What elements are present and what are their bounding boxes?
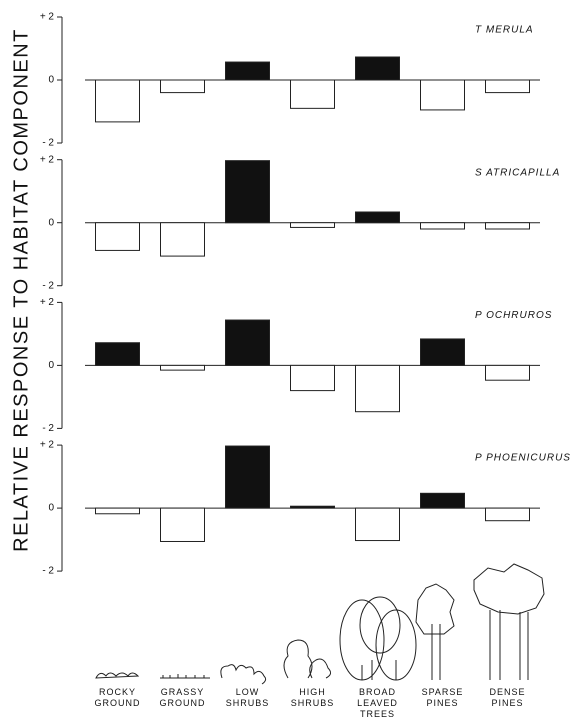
bar: [355, 364, 400, 413]
x-tick-label: BROAD LEAVED TREES: [357, 687, 398, 719]
chart-title: P PHOENICURUS: [475, 453, 571, 464]
y-tick-label: 0: [48, 217, 54, 228]
bar: [485, 507, 530, 522]
bar: [225, 445, 270, 509]
y-tick-label: - 2: [42, 280, 54, 291]
y-tick-label: 0: [48, 503, 54, 514]
y-tick-label: + 2: [40, 12, 55, 23]
bar: [160, 79, 205, 94]
x-tick-label: ROCKY GROUND: [94, 687, 141, 708]
bar: [95, 79, 140, 123]
dense-pines: [473, 563, 545, 680]
bar: [95, 342, 140, 366]
bar: [290, 364, 335, 392]
bar: [420, 79, 465, 111]
y-tick-label: + 2: [40, 297, 55, 308]
bar: [290, 505, 335, 509]
y-tick-label: 0: [48, 360, 54, 371]
bar: [225, 61, 270, 81]
bar: [95, 222, 140, 251]
bar: [290, 79, 335, 109]
x-tick-label: SPARSE PINES: [421, 687, 464, 708]
sparse-pine: [415, 583, 455, 680]
tree-crown: [359, 596, 401, 654]
x-tick-label: GRASSY GROUND: [159, 687, 206, 708]
chart-title: S ATRICAPILLA: [475, 167, 560, 178]
high-shrubs: [283, 639, 332, 679]
y-axis-label: RELATIVE RESPONSE TO HABITAT COMPONENT: [10, 28, 32, 552]
bar: [290, 222, 335, 228]
low-shrubs: [220, 664, 267, 685]
bar: [355, 56, 400, 81]
y-tick-label: + 2: [40, 440, 55, 451]
bar: [420, 492, 465, 509]
x-tick-label: DENSE PINES: [489, 687, 526, 708]
bar: [420, 222, 465, 230]
habitat-illustrations: [95, 563, 545, 685]
bar: [355, 211, 400, 224]
chart-title: T MERULA: [475, 25, 534, 36]
y-tick-label: - 2: [42, 423, 54, 434]
bar: [485, 222, 530, 230]
bar: [420, 338, 465, 366]
y-tick-label: - 2: [42, 566, 54, 577]
y-tick-label: - 2: [42, 138, 54, 149]
bar: [485, 79, 530, 94]
bar: [95, 507, 140, 515]
bar: [160, 364, 205, 371]
bar: [225, 319, 270, 366]
grass: [160, 674, 210, 679]
bar: [225, 160, 270, 224]
x-tick-label: HIGH SHRUBS: [290, 687, 335, 708]
x-tick-label: LOW SHRUBS: [225, 687, 270, 708]
tree-trunks: [361, 660, 397, 680]
y-tick-label: 0: [48, 75, 54, 86]
bar: [160, 507, 205, 542]
chart-title: P OCHRUROS: [475, 310, 552, 321]
bar: [355, 507, 400, 542]
bar: [485, 364, 530, 381]
y-tick-label: + 2: [40, 154, 55, 165]
rocks: [95, 672, 140, 679]
bar: [160, 222, 205, 257]
